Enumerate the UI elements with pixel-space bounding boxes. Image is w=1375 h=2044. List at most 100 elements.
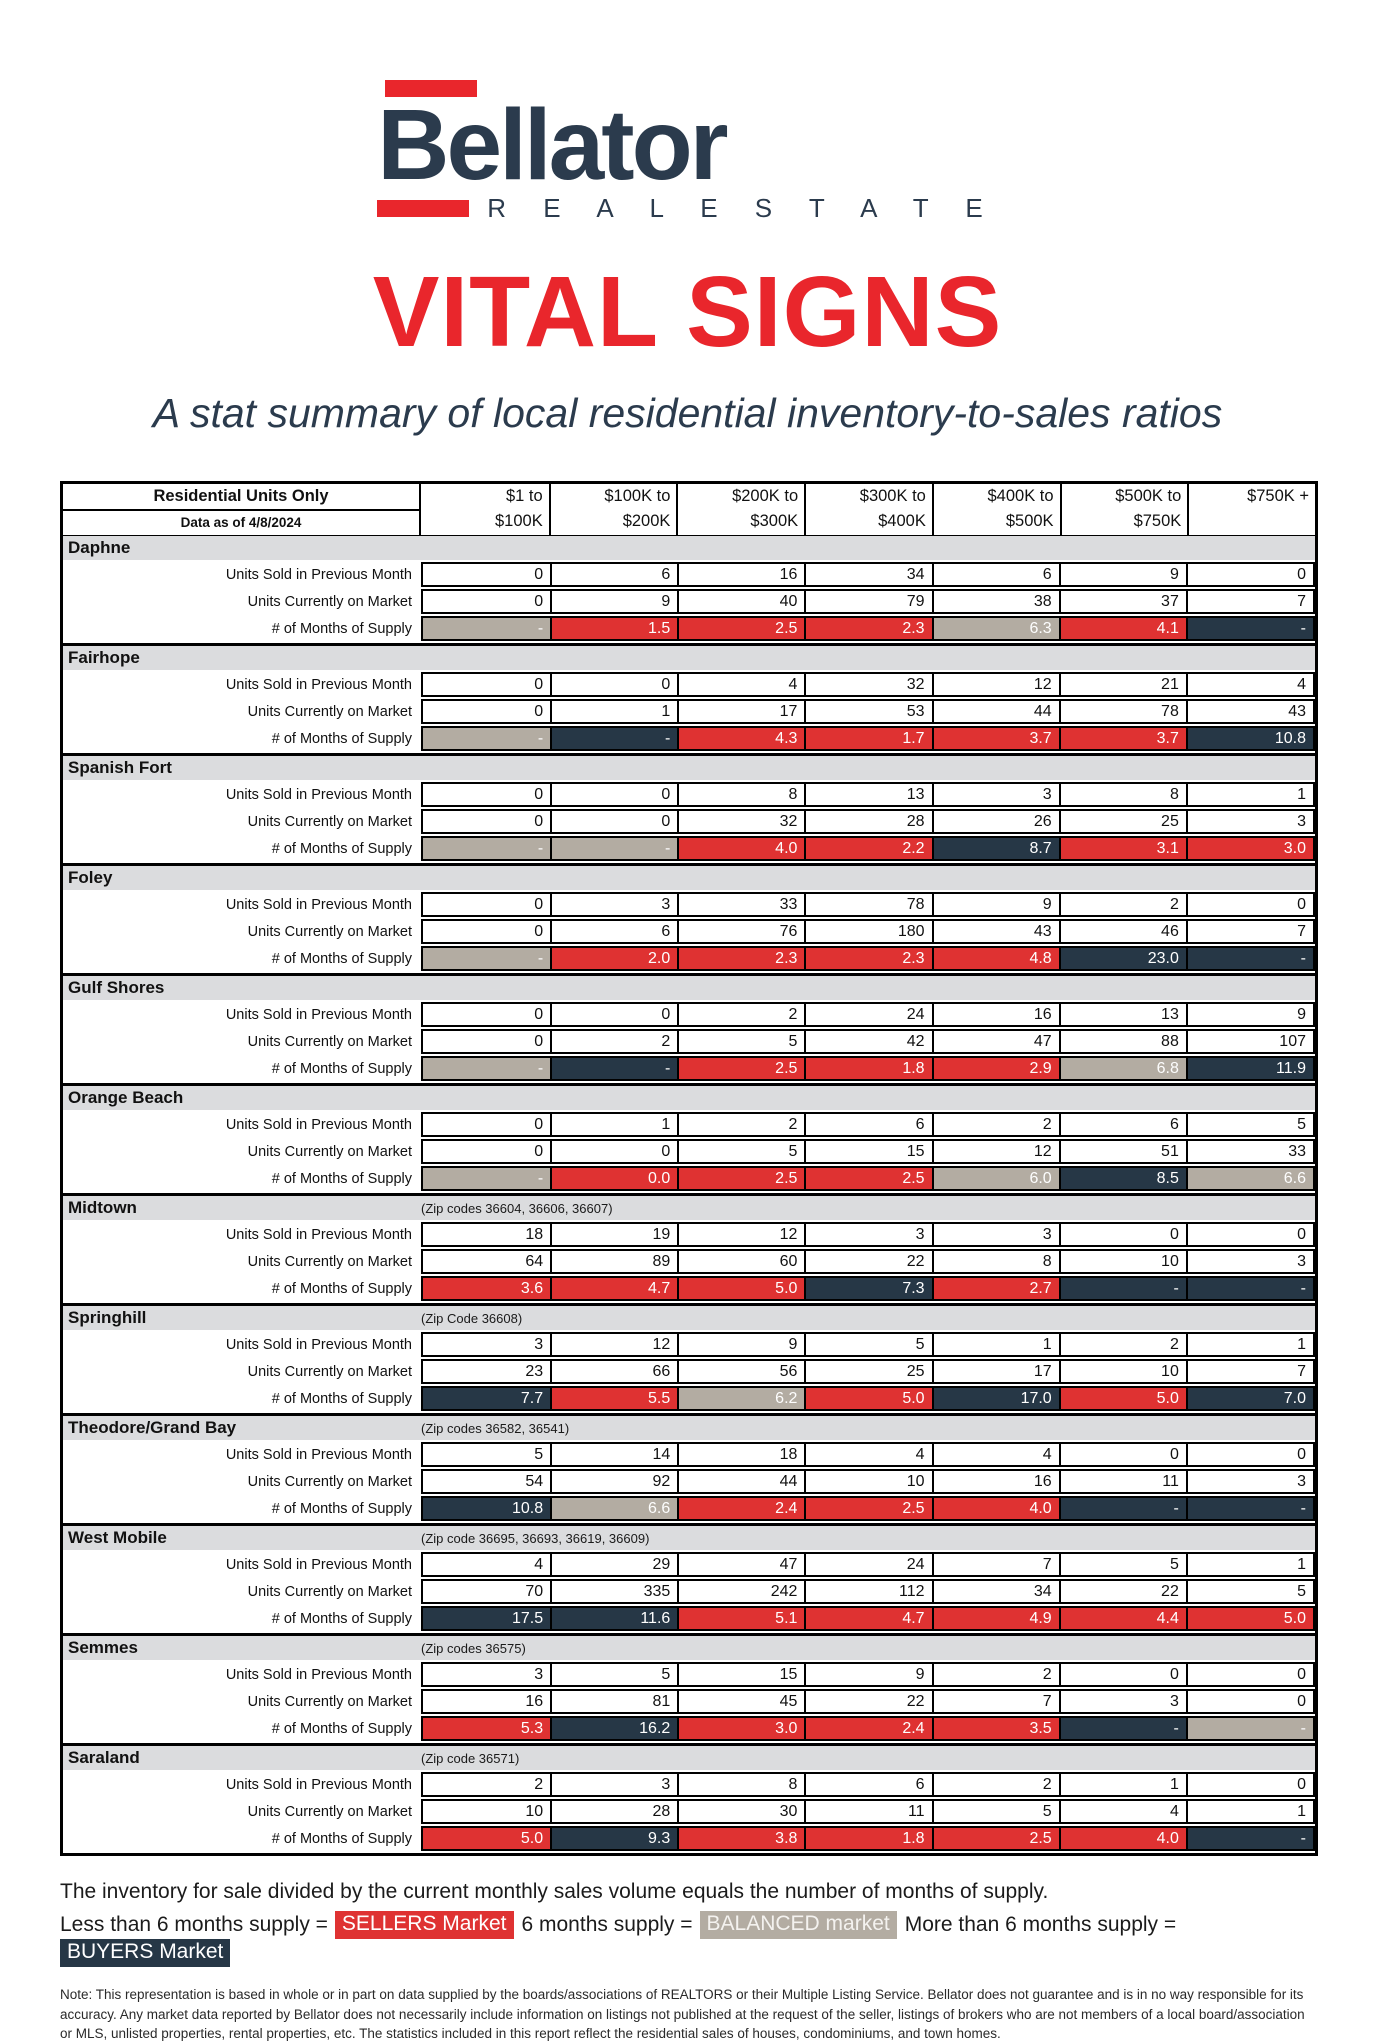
supply-cell-sellers: 4.9 bbox=[931, 1608, 1059, 1629]
units-row: Units Currently on Market 0 9 40 79 38 37 7 bbox=[63, 589, 1315, 614]
footer: The inventory for sale divided by the cu… bbox=[60, 1880, 1318, 2044]
row-label: Units Currently on Market bbox=[247, 1583, 412, 1600]
value-cell: 9 bbox=[804, 1664, 932, 1685]
value-cell: 44 bbox=[677, 1471, 805, 1492]
value-cell: 5 bbox=[677, 1141, 805, 1162]
row-label: # of Months of Supply bbox=[271, 1390, 412, 1407]
value-cell: 11 bbox=[1058, 1471, 1186, 1492]
value-cell: 242 bbox=[677, 1581, 805, 1602]
row-cells: 7.7 5.5 6.2 5.0 17.0 5.0 7.0 bbox=[421, 1386, 1315, 1411]
value-cell: 10 bbox=[804, 1471, 932, 1492]
value-cell: 10 bbox=[1058, 1251, 1186, 1272]
row-label: Units Sold in Previous Month bbox=[225, 1006, 412, 1023]
value-cell: 9 bbox=[677, 1334, 805, 1355]
row-label: # of Months of Supply bbox=[271, 1720, 412, 1737]
price-range-line1: $750K + bbox=[1247, 487, 1309, 505]
row-cells: - -2.5 1.8 2.9 6.8 11.9 bbox=[421, 1056, 1315, 1081]
table-header: Residential Units Only Data as of 4/8/20… bbox=[63, 484, 1315, 536]
supply-cell-sellers: 4.4 bbox=[1058, 1608, 1186, 1629]
city-section-header: Fairhope bbox=[63, 646, 1315, 670]
row-cells: 16 81 45 22 7 3 0 bbox=[421, 1689, 1315, 1714]
value-cell: 45 bbox=[677, 1691, 805, 1712]
supply-cell-balanced: 6.3 bbox=[931, 618, 1059, 639]
value-cell: 0 bbox=[550, 811, 678, 832]
city-section-header: Orange Beach bbox=[63, 1086, 1315, 1110]
row-cells: 0 3 33 78 9 2 0 bbox=[421, 892, 1315, 917]
city-name: Foley bbox=[68, 868, 113, 887]
row-cells: 5.0 9.3 3.8 1.8 2.5 4.0- bbox=[421, 1826, 1315, 1851]
row-cells: - -4.0 2.2 8.7 3.1 3.0 bbox=[421, 836, 1315, 861]
supply-cell-sellers: 1.8 bbox=[804, 1058, 932, 1079]
value-cell: 0 bbox=[423, 811, 551, 832]
units-row: Units Sold in Previous Month 0 0 2 24 16 13 9 bbox=[63, 1002, 1315, 1027]
value-cell: 51 bbox=[1058, 1141, 1186, 1162]
units-row: Units Sold in Previous Month 0 1 2 6 2 6 5 bbox=[63, 1112, 1315, 1137]
value-cell: 5 bbox=[931, 1801, 1059, 1822]
supply-cell-sellers: 2.3 bbox=[677, 948, 805, 969]
row-label: Units Sold in Previous Month bbox=[225, 566, 412, 583]
row-label: # of Months of Supply bbox=[271, 1060, 412, 1077]
row-label: Units Currently on Market bbox=[247, 1253, 412, 1270]
value-cell: 22 bbox=[1058, 1581, 1186, 1602]
supply-cell-sellers: 4.3 bbox=[677, 728, 805, 749]
row-label: # of Months of Supply bbox=[271, 1280, 412, 1297]
legend-text: More than 6 months supply = bbox=[904, 1913, 1177, 1936]
value-cell: 15 bbox=[804, 1141, 932, 1162]
value-cell: 8 bbox=[677, 1774, 805, 1795]
value-cell: 2 bbox=[1058, 1334, 1186, 1355]
city-section-header: West Mobile (Zip code 36695, 36693, 36619… bbox=[63, 1526, 1315, 1550]
value-cell: 0 bbox=[550, 1141, 678, 1162]
supply-cell-sellers: 2.5 bbox=[931, 1828, 1059, 1849]
supply-cell-sellers: 1.8 bbox=[804, 1828, 932, 1849]
supply-cell-sellers: 5.0 bbox=[804, 1388, 932, 1409]
city-section: Springhill (Zip Code 36608) Units Sold in … bbox=[63, 1303, 1315, 1413]
months-of-supply-row: # of Months of Supply -2.0 2.3 2.3 4.8 23.0- bbox=[63, 946, 1315, 971]
value-cell: 0 bbox=[550, 1004, 678, 1025]
value-cell: 112 bbox=[804, 1581, 932, 1602]
value-cell: 33 bbox=[1185, 1141, 1313, 1162]
price-column-header: $100K to $200K bbox=[548, 484, 677, 535]
value-cell: 4 bbox=[1058, 1801, 1186, 1822]
months-of-supply-row: # of Months of Supply -1.5 2.5 2.3 6.3 4.1- bbox=[63, 616, 1315, 641]
row-label: Units Currently on Market bbox=[247, 1693, 412, 1710]
value-cell: 2 bbox=[931, 1774, 1059, 1795]
price-range-line2: $750K bbox=[1133, 512, 1182, 530]
value-cell: 10 bbox=[1058, 1361, 1186, 1382]
city-section-header: Saraland (Zip code 36571) bbox=[63, 1746, 1315, 1770]
value-cell: 3 bbox=[804, 1224, 932, 1245]
page-subtitle: A stat summary of local residential inve… bbox=[152, 390, 1223, 436]
supply-cell-buyers: - bbox=[550, 728, 678, 749]
row-cells: 5.3 16.2 3.0 2.4 3.5- - bbox=[421, 1716, 1315, 1741]
city-section-header: Theodore/Grand Bay (Zip codes 36582, 3654… bbox=[63, 1416, 1315, 1440]
price-column-header: $750K + bbox=[1187, 484, 1315, 535]
supply-cell-sellers: 2.3 bbox=[804, 948, 932, 969]
value-cell: 47 bbox=[931, 1031, 1059, 1052]
value-cell: 0 bbox=[423, 1114, 551, 1135]
value-cell: 0 bbox=[1185, 1691, 1313, 1712]
supply-cell-sellers: 5.0 bbox=[423, 1828, 551, 1849]
supply-cell-balanced: - bbox=[550, 838, 678, 859]
supply-cell-buyers: 7.0 bbox=[1185, 1388, 1313, 1409]
supply-cell-sellers: 5.0 bbox=[677, 1278, 805, 1299]
months-of-supply-row: # of Months of Supply - -4.3 1.7 3.7 3.7 10.8 bbox=[63, 726, 1315, 751]
value-cell: 60 bbox=[677, 1251, 805, 1272]
row-label: Units Sold in Previous Month bbox=[225, 896, 412, 913]
value-cell: 79 bbox=[804, 591, 932, 612]
value-cell: 0 bbox=[423, 894, 551, 915]
city-section: Gulf Shores Units Sold in Previous Month 0… bbox=[63, 973, 1315, 1083]
supply-cell-sellers: 3.7 bbox=[931, 728, 1059, 749]
supply-cell-sellers: 2.7 bbox=[931, 1278, 1059, 1299]
supply-cell-buyers: 16.2 bbox=[550, 1718, 678, 1739]
units-row: Units Sold in Previous Month 18 19 12 3 3 0 0 bbox=[63, 1222, 1315, 1247]
row-label: Units Currently on Market bbox=[247, 1803, 412, 1820]
row-cells: 3 12 9 5 1 2 1 bbox=[421, 1332, 1315, 1357]
value-cell: 0 bbox=[1185, 894, 1313, 915]
supply-cell-sellers: 1.5 bbox=[550, 618, 678, 639]
row-cells: -0.0 2.5 2.5 6.0 8.5 6.6 bbox=[421, 1166, 1315, 1191]
value-cell: 12 bbox=[931, 1141, 1059, 1162]
row-cells: 0 0 4 32 12 21 4 bbox=[421, 672, 1315, 697]
row-label: Units Currently on Market bbox=[247, 923, 412, 940]
row-cells: 0 1 17 53 44 78 43 bbox=[421, 699, 1315, 724]
value-cell: 0 bbox=[423, 921, 551, 942]
